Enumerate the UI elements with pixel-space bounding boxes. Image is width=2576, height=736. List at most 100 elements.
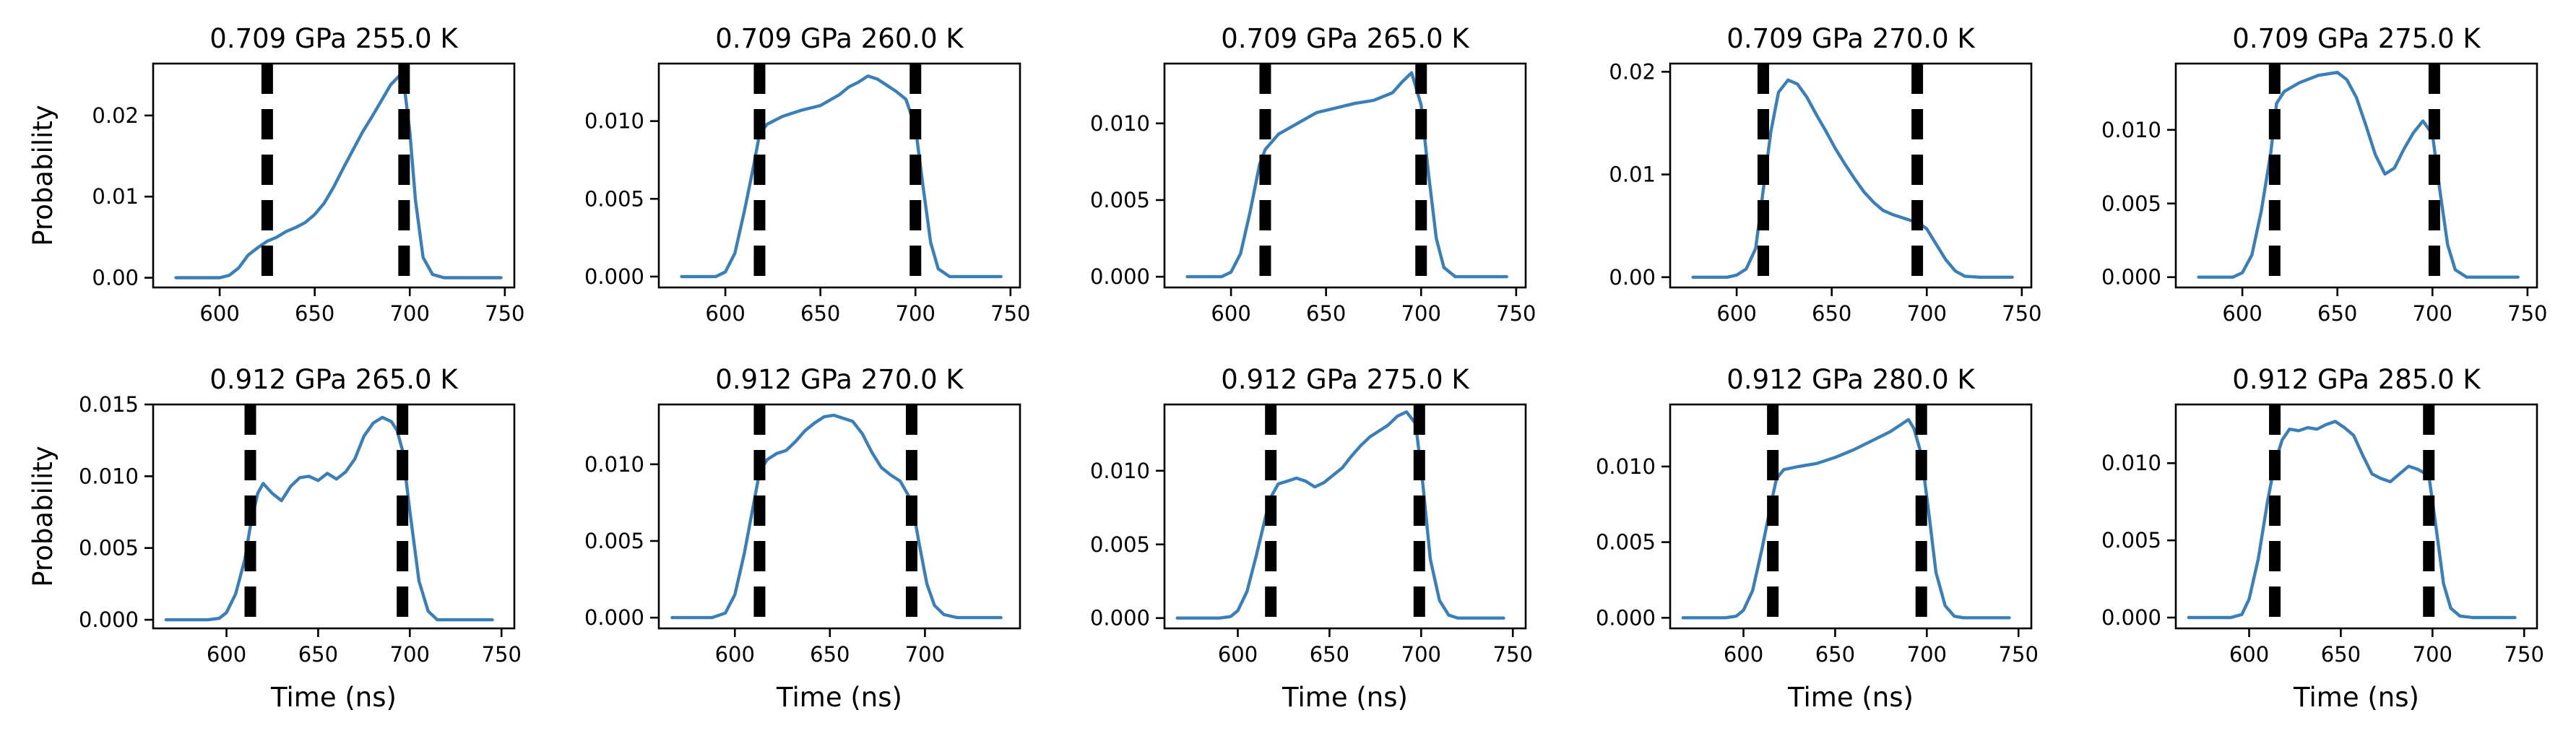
subplot-title: 0.709 GPa 275.0 K <box>2232 23 2481 54</box>
x-tick-label: 700 <box>2413 642 2452 667</box>
subplot-title: 0.709 GPa 260.0 K <box>715 23 964 54</box>
x-axis-label: Time (ns) <box>1281 682 1408 713</box>
subplot-title: 0.912 GPa 285.0 K <box>2232 364 2481 395</box>
y-tick-label: 0.005 <box>1090 188 1150 212</box>
y-tick-label: 0.010 <box>2101 451 2161 475</box>
x-tick-label: 600 <box>1211 301 1250 326</box>
x-tick-label: 700 <box>2413 301 2452 326</box>
subplot-5: 0.709 GPa 275.0 K 600 650 700 750 0.000 0.005 0… <box>2101 23 2548 326</box>
x-tick-label: 650 <box>298 642 338 667</box>
x-tick-label: 650 <box>295 301 334 326</box>
y-tick-label: 0.00 <box>1609 265 1656 290</box>
axes-frame <box>657 403 1021 630</box>
subplot-6: 0.912 GPa 265.0 K 600 650 700 750 0.000 0.005 0… <box>27 364 522 713</box>
x-axis-label: Time (ns) <box>1787 682 1914 713</box>
probability-series-line <box>164 415 494 622</box>
y-tick-label: 0.01 <box>92 184 139 209</box>
y-axis-label: Probability <box>27 105 59 246</box>
x-tick-label: 600 <box>715 642 755 667</box>
x-tick-label: 650 <box>1310 642 1349 667</box>
axes-frame <box>2174 62 2538 289</box>
x-tick-label: 750 <box>1496 301 1536 326</box>
y-tick-label: 0.010 <box>1090 459 1150 483</box>
y-tick-label: 0.005 <box>584 529 644 553</box>
x-tick-label: 650 <box>1306 301 1346 326</box>
y-tick-label: 0.010 <box>2101 118 2161 142</box>
x-tick-label: 700 <box>1907 301 1947 326</box>
subplot-title: 0.912 GPa 265.0 K <box>209 364 459 395</box>
axes-frame <box>657 62 1021 289</box>
x-tick-label: 650 <box>1812 301 1851 326</box>
x-axis-label: Time (ns) <box>270 682 397 713</box>
x-tick-label: 600 <box>1716 301 1756 326</box>
subplot-2: 0.709 GPa 260.0 K 600 650 700 750 0.000 0.005 0… <box>584 23 1031 326</box>
x-tick-label: 700 <box>390 301 430 326</box>
y-tick-label: 0.015 <box>79 392 139 417</box>
y-tick-label: 0.01 <box>1609 163 1656 187</box>
axes-frame <box>152 403 516 630</box>
y-tick-label: 0.010 <box>1090 111 1150 136</box>
y-tick-label: 0.000 <box>2101 605 2161 630</box>
probability-series-line <box>2197 71 2520 279</box>
probability-series-line <box>1681 417 2011 620</box>
probability-series-line <box>1185 71 1508 279</box>
x-tick-label: 750 <box>2507 301 2547 326</box>
axes-frame <box>152 62 516 289</box>
y-tick-label: 0.02 <box>1609 59 1656 84</box>
y-tick-label: 0.010 <box>584 452 644 477</box>
x-tick-label: 700 <box>1401 301 1441 326</box>
y-tick-label: 0.000 <box>2101 265 2161 290</box>
x-tick-label: 600 <box>705 301 745 326</box>
x-tick-label: 650 <box>2321 642 2361 667</box>
probability-series-line <box>174 73 503 280</box>
subplot-title: 0.709 GPa 270.0 K <box>1726 23 1976 54</box>
y-tick-label: 0.000 <box>584 264 644 289</box>
probability-series-line <box>1691 78 2014 279</box>
x-tick-label: 700 <box>896 301 935 326</box>
x-axis-label: Time (ns) <box>2293 682 2419 713</box>
x-tick-label: 750 <box>1999 642 2039 667</box>
x-tick-label: 700 <box>1907 642 1947 667</box>
x-tick-label: 600 <box>199 301 239 326</box>
x-tick-label: 650 <box>1815 642 1855 667</box>
axes-frame <box>1669 403 2033 630</box>
y-tick-label: 0.010 <box>584 109 644 134</box>
x-tick-label: 700 <box>905 642 945 667</box>
subplot-4: 0.709 GPa 270.0 K 600 650 700 750 0.00 0.01 0.0… <box>1609 23 2041 326</box>
subplot-title: 0.709 GPa 255.0 K <box>209 23 459 54</box>
y-tick-label: 0.000 <box>584 605 644 630</box>
axes-frame <box>2174 403 2538 630</box>
subplot-7: 0.912 GPa 270.0 K 600 650 700 0.000 0.005 0.01… <box>584 364 1021 713</box>
y-tick-label: 0.010 <box>79 464 139 488</box>
x-tick-label: 650 <box>810 642 850 667</box>
axes-frame <box>1163 403 1527 630</box>
subplot-3: 0.709 GPa 265.0 K 600 650 700 750 0.000 0.005 0… <box>1090 23 1536 326</box>
x-tick-label: 750 <box>482 642 522 667</box>
x-tick-label: 700 <box>1401 642 1441 667</box>
probability-series-line <box>2187 420 2517 620</box>
subplot-1: 0.709 GPa 255.0 K 600 650 700 750 0.00 0.01 0.0… <box>27 23 525 326</box>
y-tick-label: 0.000 <box>1596 605 1656 630</box>
probability-series-line <box>1175 410 1505 620</box>
y-tick-label: 0.005 <box>79 536 139 560</box>
x-tick-label: 650 <box>2317 301 2357 326</box>
subplot-title: 0.912 GPa 280.0 K <box>1726 364 1976 395</box>
y-tick-label: 0.005 <box>2101 528 2161 553</box>
y-tick-label: 0.010 <box>1596 454 1656 479</box>
x-tick-label: 600 <box>1218 642 1258 667</box>
subplot-title: 0.912 GPa 275.0 K <box>1221 364 1470 395</box>
probability-series-line <box>670 413 1003 620</box>
x-tick-label: 750 <box>485 301 524 326</box>
axes-frame <box>1669 62 2033 289</box>
y-tick-label: 0.000 <box>1090 264 1150 289</box>
probability-series-line <box>680 74 1003 279</box>
y-tick-label: 0.005 <box>1596 530 1656 555</box>
y-tick-label: 0.005 <box>584 186 644 211</box>
x-tick-label: 600 <box>2222 301 2262 326</box>
y-tick-label: 0.005 <box>1090 532 1150 557</box>
x-tick-label: 700 <box>390 642 430 667</box>
x-tick-label: 600 <box>207 642 246 667</box>
y-tick-label: 0.000 <box>79 607 139 632</box>
y-tick-label: 0.00 <box>92 266 139 290</box>
y-tick-label: 0.02 <box>92 103 139 128</box>
